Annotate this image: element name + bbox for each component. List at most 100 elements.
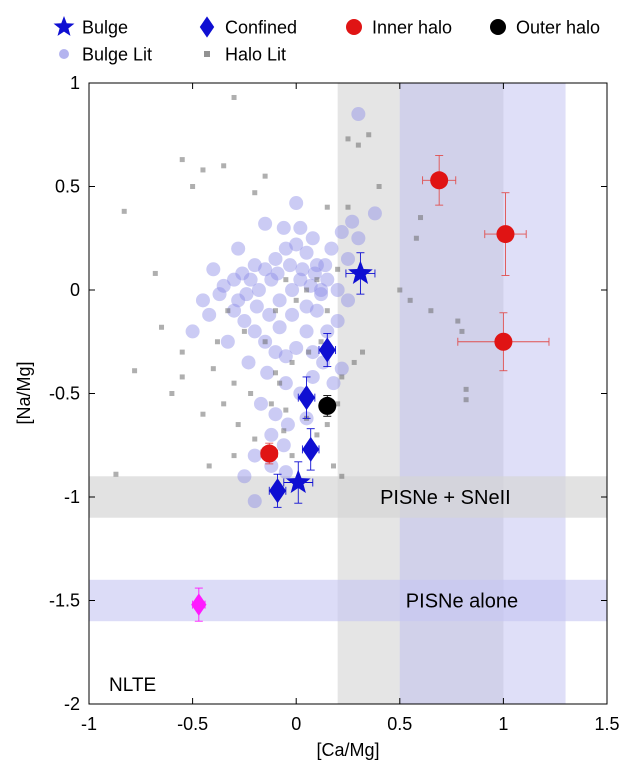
bulge-lit-point [202,307,217,322]
bulge-lit-point [247,324,262,339]
halo-lit-point [113,471,119,477]
bulge-lit-point [289,340,304,355]
inner-halo-point [494,332,513,351]
halo-lit-point [268,401,274,407]
shaded-bands [89,83,607,704]
bulge-lit-point [264,427,279,442]
bulge-lit-point [280,417,295,432]
legend-outer-halo-marker [490,19,506,35]
halo-lit-point [262,339,268,345]
halo-lit-point [179,349,185,355]
halo-lit-point [235,422,241,428]
halo-lit-point [190,184,196,189]
halo-lit-point [159,324,165,330]
bulge-lit-point [305,369,320,384]
bulge-point [285,469,311,494]
confined-point [318,337,336,363]
halo-lit-point [324,204,330,210]
halo-lit-point [324,308,330,314]
band-horizontal-3 [89,579,607,622]
x-tick-label: 0 [291,714,301,734]
bulge-lit-point [253,396,268,411]
halo-lit-point [376,184,382,189]
bulge-lit-point [367,206,382,221]
bulge-lit-point [351,231,366,246]
bulge-lit-point [289,237,304,252]
bulge-lit-point [334,225,349,240]
bulge-lit-point [314,287,329,302]
legend-confined-marker [199,16,215,38]
bulge-lit-point [268,251,283,266]
bulge-lit-point [314,283,329,297]
halo-lit-point [355,142,361,148]
halo-lit-point [324,422,330,428]
halo-lit-point [330,463,336,469]
bulge-lit-point [299,324,314,339]
halo-lit-point [283,407,289,413]
bulge-lit-point [334,361,349,376]
halo-lit-point [221,401,227,407]
halo-lit-point [248,391,254,396]
halo-lit-point [335,266,341,272]
halo-lit-point [283,277,289,283]
halo-lit-point [407,297,413,303]
x-axis-label: [Ca/Mg] [316,740,379,760]
bulge-lit-point [289,196,304,211]
bulge-lit-point [235,266,250,281]
bulge-lit-point [268,407,283,422]
bulge-lit-point [231,293,246,308]
bulge-lit-point [351,107,366,122]
y-tick-label: 1 [70,73,80,93]
bulge-lit-point [309,258,324,273]
halo-lit-point [314,432,320,438]
x-tick-label: 1 [498,714,508,734]
halo-lit-point [241,328,247,334]
bulge-lit-point [247,494,262,509]
y-tick-label: -0.5 [49,384,80,404]
band-label: PISNe alone [406,591,518,613]
halo-lit-point [225,308,231,314]
legend-halo-lit-marker [204,51,210,57]
band-label: PISNe + SNeII [380,487,511,509]
legend-bulge-marker [53,16,75,36]
halo-lit-point [418,215,424,221]
y-tick-label: -1.5 [49,591,80,611]
nlte-annotation: NLTE [109,675,156,696]
bulge-lit-point [293,220,308,235]
halo-lit-point [289,453,295,459]
bulge-lit-point [305,345,320,360]
halo-lit-point [152,270,158,276]
bulge-lit-point [262,307,277,322]
bulge-lit-point [237,469,252,484]
halo-lit-point [281,428,287,434]
halo-lit-point [200,411,206,417]
halo-lit-point [339,473,345,479]
bulge-lit-point [227,303,242,318]
bulge-lit-point [295,262,310,277]
bulge-lit-point [264,272,279,287]
confined-point [269,478,287,504]
bulge-lit-point [212,287,227,302]
halo-lit-point [463,397,469,403]
bulge-lit-point [278,241,293,256]
bulge-point [348,260,373,284]
bulge-lit-point [305,231,320,246]
y-tick-label: 0 [70,280,80,300]
bulge-lit-point [278,349,293,364]
bulge-lit-point [278,465,293,480]
bulge-lit-point [231,241,246,256]
inner-halo-point [430,171,449,190]
halo-lit-point [413,235,419,241]
confined-point [298,385,316,411]
band-labels: PISNe + SNeII PISNe alone [380,487,518,613]
bulge-lit-point [299,245,314,260]
inner-halo-point [496,225,515,244]
bulge-lit-point [320,272,335,287]
bulge-lit-point [227,272,242,287]
halo-lit-point [179,374,185,380]
bulge-lit-point [278,376,293,391]
x-tick-label: -0.5 [177,714,208,734]
bulge-lit-point [272,320,287,335]
bulge-lit-point [220,334,235,349]
